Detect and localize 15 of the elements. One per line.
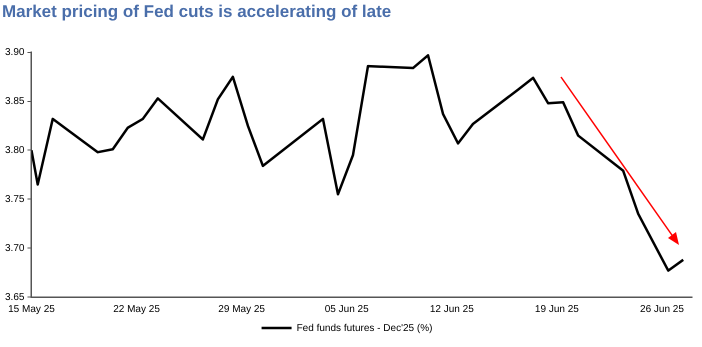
y-tick-label: 3.85 (4, 96, 25, 108)
y-tick-label: 3.75 (4, 194, 25, 205)
x-tick-label: 12 Jun 25 (430, 304, 474, 315)
x-tick-label: 15 May 25 (8, 304, 56, 315)
x-tick-label: 22 May 25 (113, 304, 160, 315)
chart-title: Market pricing of Fed cuts is accelerating of late (2, 2, 392, 21)
x-tick-label: 19 Jun 25 (534, 304, 580, 315)
y-tick-label: 3.80 (4, 144, 25, 156)
x-tick-label: 29 May 25 (218, 304, 266, 315)
legend-label: Fed funds futures - Dec'25 (%) (296, 322, 432, 334)
y-tick-label: 3.70 (4, 242, 25, 254)
y-tick-label: 3.90 (4, 47, 25, 58)
y-tick-label: 3.65 (4, 292, 25, 303)
x-tick-label: 26 Jun 25 (640, 304, 684, 315)
x-tick-label: 05 Jun 25 (324, 304, 370, 315)
